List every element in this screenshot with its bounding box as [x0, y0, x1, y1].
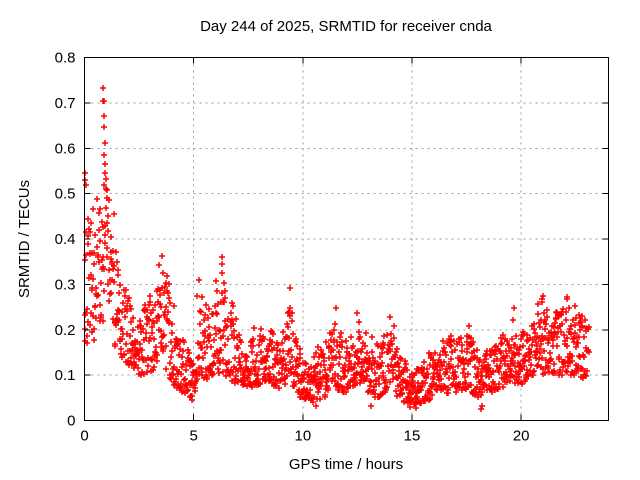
y-tick-label: 0.6	[55, 140, 76, 157]
x-axis-label: GPS time / hours	[289, 456, 403, 473]
y-tick-label: 0	[67, 413, 75, 430]
y-tick-label: 0.3	[55, 276, 76, 293]
y-axis-label: SRMTID / TECUs	[16, 180, 33, 298]
chart-title: Day 244 of 2025, SRMTID for receiver cnd…	[200, 18, 492, 35]
y-tick-labels: 0 0.1 0.2 0.3 0.4 0.5 0.6 0.7 0.8	[55, 50, 76, 430]
x-tick-label: 10	[294, 428, 311, 445]
x-tick-label: 15	[404, 428, 421, 445]
y-tick-label: 0.5	[55, 186, 76, 203]
scatter-markers	[82, 85, 592, 412]
x-tick-label: 20	[513, 428, 530, 445]
x-tick-label: 0	[80, 428, 88, 445]
y-tick-label: 0.7	[55, 95, 76, 112]
y-tick-label: 0.1	[55, 367, 76, 384]
data-points	[82, 85, 592, 412]
y-tick-label: 0.8	[55, 50, 76, 67]
y-tick-label: 0.2	[55, 322, 76, 339]
y-tick-label: 0.4	[55, 231, 76, 248]
axis-ticks	[84, 57, 609, 421]
x-tick-label: 5	[189, 428, 197, 445]
x-tick-labels: 0 5 10 15 20	[80, 428, 529, 445]
